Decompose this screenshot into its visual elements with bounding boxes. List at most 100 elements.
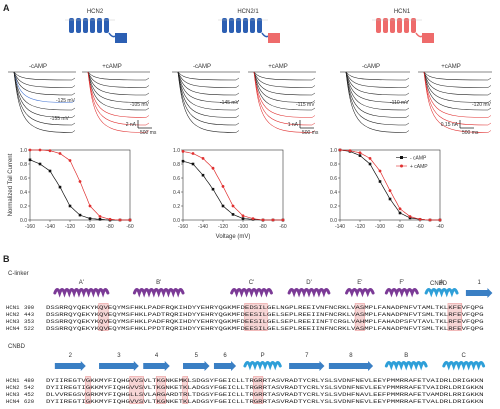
data-point	[211, 166, 215, 170]
data-point	[231, 204, 235, 208]
data-point	[418, 217, 422, 221]
data-point	[281, 218, 285, 222]
sequence-start: 522	[24, 325, 34, 332]
x-tick-label: -100	[375, 224, 385, 230]
data-point	[438, 218, 442, 222]
current-trace	[177, 71, 237, 133]
strand-glyph	[465, 288, 493, 298]
ss-label: 2	[69, 353, 73, 359]
cnbd-domain	[115, 33, 127, 43]
data-point	[128, 218, 132, 222]
x-tick-label: -80	[259, 224, 266, 230]
ss-label: A'	[79, 280, 84, 286]
sequence-name: HCN2	[6, 384, 19, 391]
y-tick-label: 0.0	[173, 218, 180, 224]
data-point	[388, 189, 392, 193]
sequence-start: 489	[24, 377, 34, 384]
current-trace	[13, 71, 73, 88]
current-trace	[253, 71, 313, 96]
helix-glyph	[345, 288, 375, 298]
sequence-start: 542	[24, 384, 34, 391]
current-trace	[13, 71, 73, 81]
data-point	[241, 214, 245, 218]
current-trace	[345, 71, 407, 111]
legend: - cAMP + cAMP	[396, 156, 428, 170]
tail-current	[71, 130, 76, 133]
time-label: 500 ms	[462, 130, 479, 136]
amp-label: 1 nA	[288, 122, 299, 128]
conserved-box	[129, 376, 144, 404]
data-point	[28, 158, 32, 162]
data-point	[398, 211, 402, 215]
data-point	[388, 197, 392, 201]
tm-helix	[376, 18, 381, 33]
data-point	[78, 180, 82, 183]
conserved-box	[253, 376, 264, 404]
tail-current	[235, 122, 240, 126]
data-point	[358, 154, 362, 157]
current-trace	[87, 71, 147, 103]
current-trace	[345, 71, 407, 126]
time-label: 500 ms	[302, 130, 319, 136]
data-point	[231, 213, 235, 216]
y-tick-label: 0.4	[173, 190, 180, 196]
current-trace	[423, 71, 489, 133]
data-point	[398, 207, 402, 211]
x-tick-label: -120	[218, 224, 228, 230]
voltage-label: -105 mV	[130, 102, 150, 108]
helix-glyph	[243, 361, 282, 371]
ss-label: B	[404, 353, 408, 359]
ss-label: 6	[223, 353, 227, 359]
channel-cartoons: HCN2 HCN2/1 HCN1	[65, 9, 434, 43]
tm-helix	[104, 18, 109, 33]
condition-label: -cAMP	[29, 64, 47, 70]
voltage-label: -155 mV	[50, 116, 70, 122]
current-trace	[177, 71, 237, 103]
sequence-text: DSSRRQYQEKYKQVEQYMSFHKLPADTRQRIHDYYEHRYQ…	[46, 311, 484, 318]
data-point	[98, 215, 102, 218]
tail-current	[405, 107, 410, 111]
amp-label: 2 nA	[126, 122, 137, 128]
helix-glyph	[132, 288, 185, 298]
current-trace	[423, 71, 489, 111]
current-trace	[345, 71, 407, 96]
data-point	[408, 215, 412, 218]
cnbd-domain	[268, 33, 280, 43]
tail-current	[71, 92, 76, 96]
data-point	[181, 150, 185, 153]
helix-glyph	[230, 288, 273, 298]
ss-label: C'	[249, 280, 254, 286]
data-point	[251, 217, 255, 221]
strand-glyph	[183, 361, 210, 371]
y-tick-label: 0.8	[330, 162, 337, 168]
construct-name: HCN2	[87, 9, 104, 15]
tail-current	[145, 77, 150, 81]
tail-current	[487, 107, 492, 111]
activation-chart: -140 -120 -100 -80 -60 -40 0.0 0.2 0.4 0.6 0.8 1.0 -…	[330, 148, 444, 230]
tm-helix	[250, 18, 255, 33]
data-point	[48, 169, 52, 173]
legend-label-plus: + cAMP	[410, 164, 428, 170]
strand-glyph	[99, 361, 139, 371]
x-tick-label: -140	[45, 224, 55, 230]
strand-glyph	[289, 361, 325, 371]
tail-current	[235, 85, 240, 88]
x-tick-label: -100	[85, 224, 95, 230]
tail-current	[235, 100, 240, 103]
current-trace	[13, 71, 73, 133]
helix-glyph	[384, 288, 419, 298]
current-trace	[345, 71, 407, 103]
fit-curve	[29, 159, 130, 221]
data-point	[68, 159, 72, 162]
current-trace	[87, 71, 147, 126]
tail-current	[71, 107, 76, 111]
data-point	[378, 169, 382, 173]
activation-chart: -160 -140 -120 -100 -80 -60 0.0 0.2 0.4 0.6 0.8 1.0…	[8, 148, 134, 230]
y-tick-label: 0.0	[20, 218, 27, 224]
tail-current	[487, 100, 492, 103]
helix-glyph	[287, 288, 331, 298]
data-point	[201, 157, 205, 160]
current-trace	[87, 71, 147, 111]
data-point	[221, 204, 225, 208]
sequence-name: HCN4	[6, 325, 20, 332]
